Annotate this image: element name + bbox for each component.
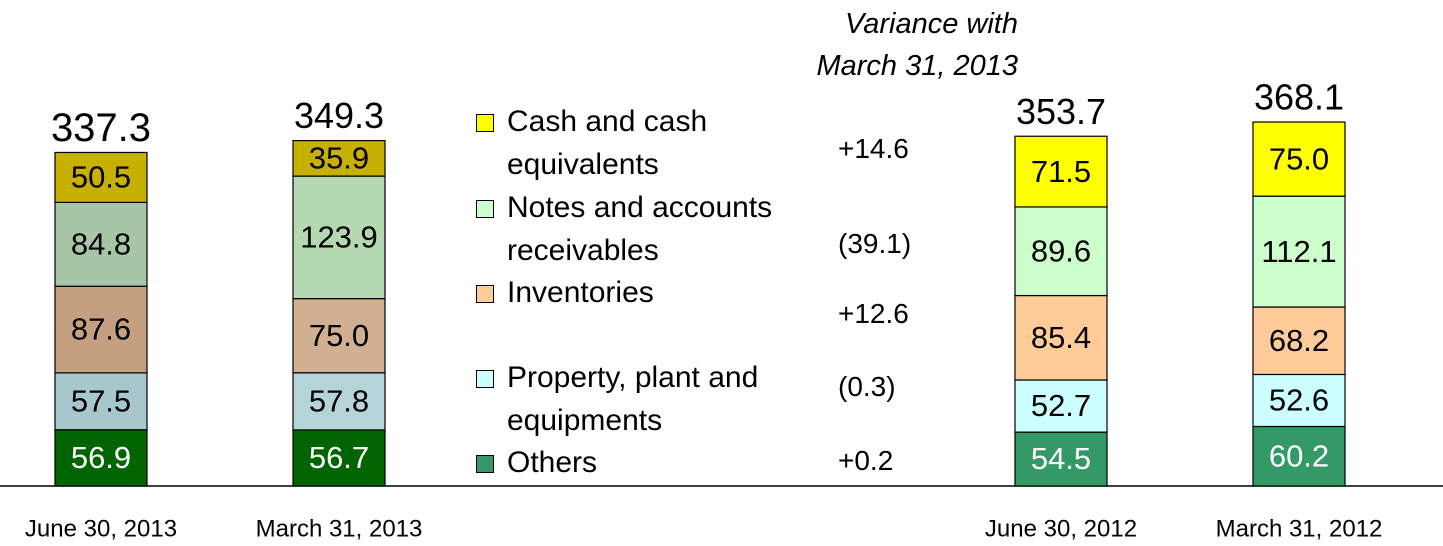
legend-label: Inventories xyxy=(507,276,654,309)
segment-label: 50.5 xyxy=(71,160,131,195)
total-label: 337.3 xyxy=(51,106,151,150)
segment-label: 75.0 xyxy=(1269,141,1329,176)
legend-swatch xyxy=(476,114,494,132)
legend-label: Property, plant and equipments xyxy=(507,361,759,437)
legend-label: Notes and accounts receivables xyxy=(507,191,773,267)
legend-label: Others xyxy=(507,446,598,479)
bar-segment xyxy=(54,372,148,431)
segment-label: 89.6 xyxy=(1031,233,1091,268)
segment-label: 87.6 xyxy=(71,312,131,347)
segment-label: 35.9 xyxy=(309,141,369,176)
x-tick-label: March 31, 2012 xyxy=(1216,515,1383,542)
bar-segment xyxy=(292,372,386,431)
bar-segment xyxy=(292,139,386,177)
bar-segment xyxy=(1014,135,1108,208)
variance-title: Variance with xyxy=(844,8,1018,40)
segment-label: 52.6 xyxy=(1269,383,1329,418)
variance-label: +14.6 xyxy=(838,133,909,164)
bar-segment xyxy=(1014,294,1108,381)
bar-segment xyxy=(1014,379,1108,433)
legend-label: Cash and cash equivalents xyxy=(507,105,708,181)
segment-label: 56.7 xyxy=(309,440,369,475)
bar-segment xyxy=(292,175,386,300)
segment-label: 57.5 xyxy=(71,383,131,418)
segment-label: 56.9 xyxy=(71,440,131,475)
bar-segment xyxy=(1252,425,1346,487)
segment-label: 60.2 xyxy=(1269,438,1329,473)
legend-swatch xyxy=(476,455,494,473)
bar-segment xyxy=(292,429,386,487)
bar-segment xyxy=(54,429,148,487)
bar-segment xyxy=(1014,431,1108,487)
total-label: 368.1 xyxy=(1254,77,1344,118)
bar-segment xyxy=(1252,373,1346,428)
variance-label: +0.2 xyxy=(838,445,894,476)
bar-segment xyxy=(54,285,148,374)
x-tick-label: June 30, 2013 xyxy=(25,515,177,542)
variance-title: March 31, 2013 xyxy=(816,50,1018,82)
bar-segment xyxy=(54,201,148,287)
segment-label: 68.2 xyxy=(1269,323,1329,358)
segment-label: 84.8 xyxy=(71,227,131,262)
variance-label: (39.1) xyxy=(838,228,912,259)
segment-label: 75.0 xyxy=(309,318,369,353)
segment-label: 112.1 xyxy=(1261,234,1336,269)
segment-label: 123.9 xyxy=(300,220,378,255)
legend-swatch xyxy=(476,285,494,303)
variance-label: (0.3) xyxy=(838,371,896,402)
bar-segment xyxy=(292,298,386,374)
variance-label: +12.6 xyxy=(838,298,909,329)
segment-label: 71.5 xyxy=(1031,154,1091,189)
segment-label: 54.5 xyxy=(1031,441,1091,476)
bar-segment xyxy=(1014,206,1108,297)
x-tick-label: March 31, 2013 xyxy=(256,515,423,542)
legend-swatch xyxy=(476,370,494,388)
segment-label: 57.8 xyxy=(309,384,369,419)
total-label: 353.7 xyxy=(1016,91,1106,132)
bar-segment xyxy=(54,151,148,203)
segment-label: 85.4 xyxy=(1031,320,1091,355)
segment-label: 52.7 xyxy=(1031,388,1091,423)
x-tick-label: June 30, 2012 xyxy=(985,515,1137,542)
bar-segment xyxy=(1252,306,1346,376)
total-label: 349.3 xyxy=(294,95,384,136)
legend-swatch xyxy=(476,200,494,218)
bar-segment xyxy=(1252,121,1346,197)
bar-segment xyxy=(1252,195,1346,308)
